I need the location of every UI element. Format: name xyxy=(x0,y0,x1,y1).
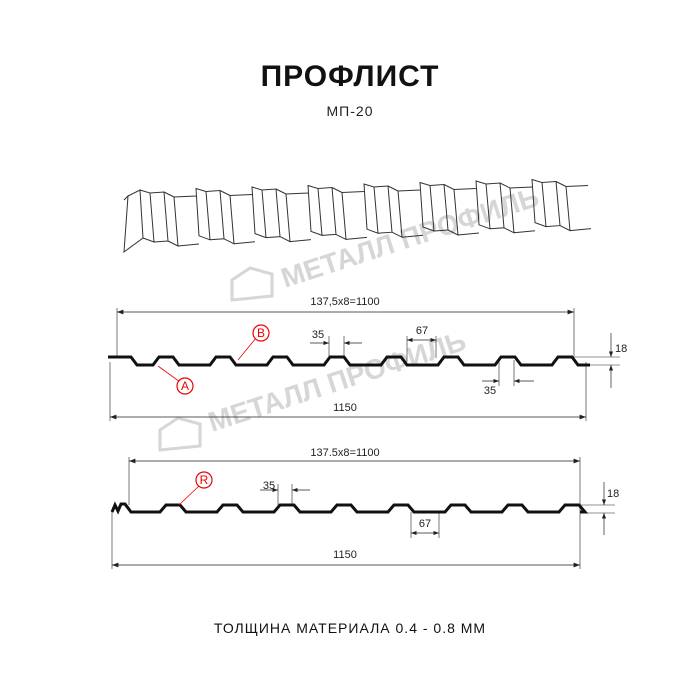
watermark-logo-2: МЕТАЛЛ ПРОФИЛЬ xyxy=(158,325,470,452)
dim-label-67: 67 xyxy=(416,325,428,337)
callout-b xyxy=(252,324,270,342)
dim-label-35-bottom: 35 xyxy=(484,385,496,397)
svg-text:R: R xyxy=(200,473,209,487)
watermark-logo-1: МЕТАЛЛ ПРОФИЛЬ xyxy=(230,181,543,302)
model-subtitle: МП-20 xyxy=(326,103,374,119)
profile-line-2 xyxy=(110,501,589,515)
dim-label-1150: 1150 xyxy=(333,402,357,414)
page-title: ПРОФЛИСТ xyxy=(260,60,440,93)
dim-label-18: 18 xyxy=(615,343,627,355)
dim-label-18-2: 18 xyxy=(607,488,619,500)
dim-label-1100-2: 137.5x8=1100 xyxy=(310,447,379,459)
svg-text:B: B xyxy=(257,326,265,340)
sheet-3d-view xyxy=(123,178,592,254)
dim-label-35-top: 35 xyxy=(312,329,324,341)
callout-a xyxy=(176,377,194,395)
sheet-3d-outline xyxy=(123,178,592,254)
profile-drawing-2: 137.5x8=1100 1150 35 67 18 R xyxy=(110,447,619,569)
dim-label-1150-2: 1150 xyxy=(333,549,357,561)
profile-line-1 xyxy=(108,355,590,367)
svg-text:МЕТАЛЛ ПРОФИЛЬ: МЕТАЛЛ ПРОФИЛЬ xyxy=(277,181,542,294)
callout-r xyxy=(195,471,213,489)
dim-label-1100: 137,5x8=1100 xyxy=(310,296,379,308)
svg-text:A: A xyxy=(181,379,189,393)
profile-drawing-1: 137,5x8=1100 1150 35 67 35 xyxy=(108,296,627,421)
svg-text:МЕТАЛЛ ПРОФИЛЬ: МЕТАЛЛ ПРОФИЛЬ xyxy=(204,325,469,438)
dim-label-35-2: 35 xyxy=(263,480,275,492)
material-thickness-note: ТОЛЩИНА МАТЕРИАЛА 0.4 - 0.8 ММ xyxy=(213,620,487,636)
dim-label-67-2: 67 xyxy=(419,518,431,530)
